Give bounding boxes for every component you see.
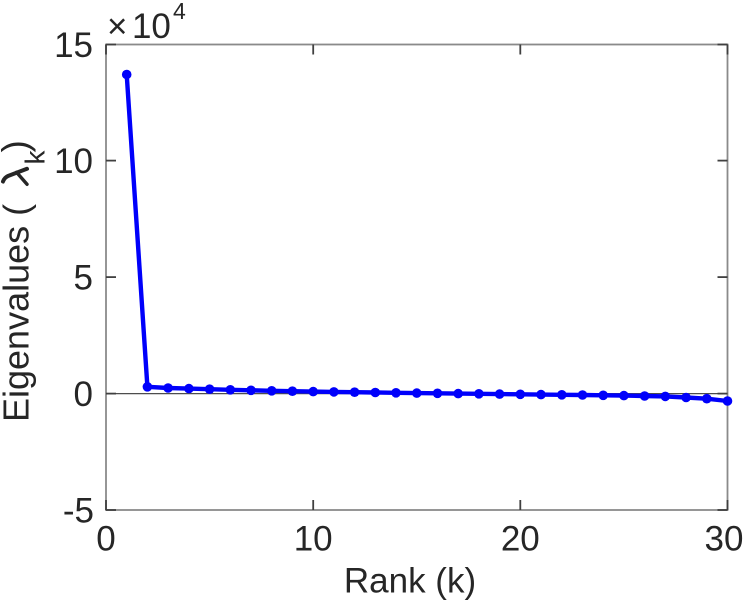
svg-text:0: 0 xyxy=(74,375,93,414)
svg-text:10: 10 xyxy=(54,142,93,181)
svg-text:k: k xyxy=(20,150,51,165)
svg-text:30: 30 xyxy=(705,520,744,559)
svg-text:-5: -5 xyxy=(63,492,94,531)
svg-text:×10: × 10 xyxy=(107,7,171,46)
svg-text:4: 4 xyxy=(173,0,186,24)
svg-text:10: 10 xyxy=(294,520,333,559)
svg-text:20: 20 xyxy=(501,520,540,559)
svg-text:15: 15 xyxy=(54,26,93,65)
svg-text:Eigenvalues (: Eigenvalues ( xyxy=(0,204,37,422)
svg-text:5: 5 xyxy=(74,259,93,298)
svg-text:): ) xyxy=(0,140,36,152)
svg-text:0: 0 xyxy=(96,520,115,559)
svg-text:Rank (k): Rank (k) xyxy=(344,562,476,601)
